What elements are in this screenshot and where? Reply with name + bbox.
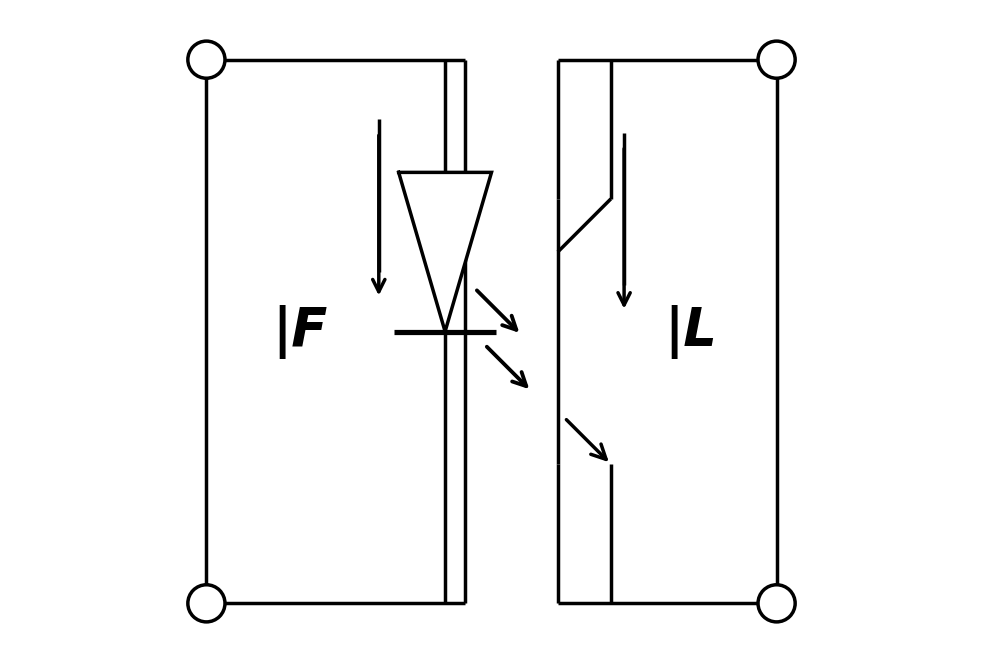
Text: |F: |F [272, 304, 328, 359]
Text: |L: |L [664, 304, 717, 359]
Polygon shape [399, 172, 492, 332]
